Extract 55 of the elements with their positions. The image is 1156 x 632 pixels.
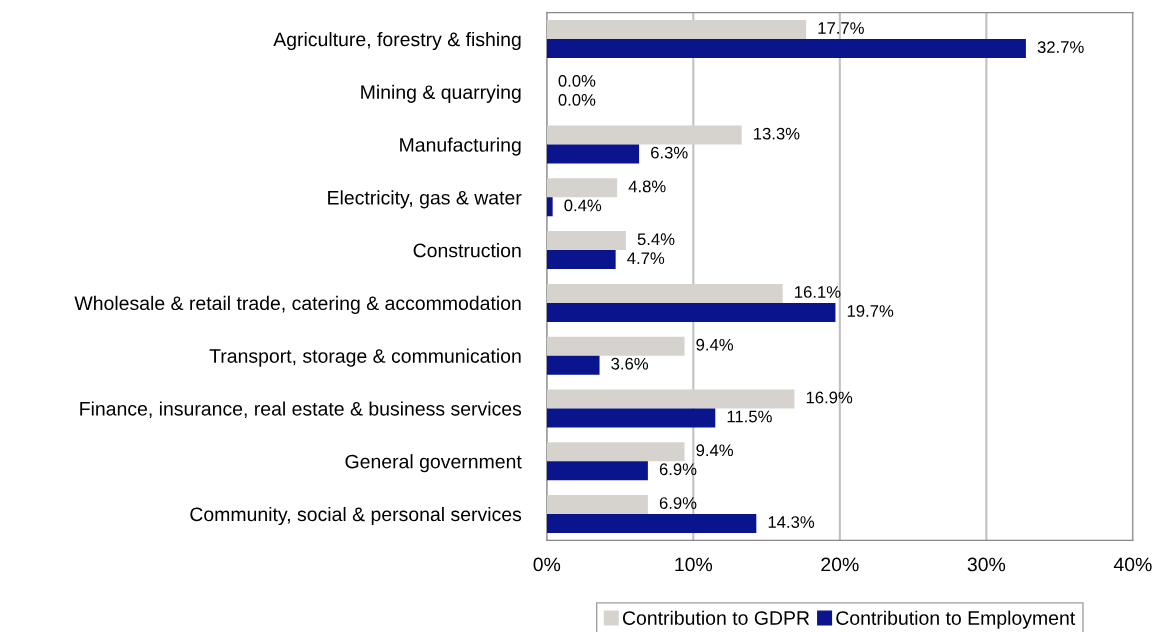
y-tick-label: Transport, storage & communication	[209, 348, 521, 367]
bar	[546, 442, 685, 462]
bar	[546, 408, 716, 428]
data-label: 16.9%	[806, 391, 853, 404]
legend-label: Contribution to Employment	[836, 610, 1076, 629]
data-label: 11.5%	[727, 410, 772, 423]
data-label: 13.3%	[754, 127, 800, 140]
y-tick-label: Finance, insurance, real estate & business services	[80, 401, 522, 418]
y-tick-label: Mining & quarrying	[361, 84, 521, 103]
bar	[546, 461, 648, 481]
data-label: 5.4%	[637, 233, 675, 246]
data-label: 6.9%	[659, 497, 697, 509]
data-label: 0.0%	[558, 93, 596, 106]
data-label: 4.8%	[628, 180, 666, 193]
y-tick-label: Agriculture, forestry & fishing	[273, 31, 521, 51]
bar	[546, 336, 685, 356]
bar	[546, 197, 553, 217]
y-tick-label: Community, social & personal services	[190, 506, 522, 526]
bar	[546, 302, 836, 322]
bar	[546, 144, 640, 164]
bar	[546, 20, 807, 40]
bar	[546, 125, 742, 145]
bar	[546, 250, 616, 270]
x-tick-label: 40%	[1113, 557, 1152, 572]
data-label: 19.7%	[847, 305, 894, 317]
data-label: 32.7%	[1037, 41, 1084, 53]
y-tick-label: General government	[345, 454, 522, 473]
y-tick-label: Construction	[413, 243, 521, 258]
x-tick-label: 10%	[675, 557, 713, 572]
y-tick-label: Wholesale & retail trade, catering & accommodation	[74, 295, 521, 314]
bar	[546, 39, 1026, 59]
y-tick-label: Manufacturing	[400, 137, 521, 156]
data-label: 0.4%	[564, 199, 602, 212]
bar	[546, 513, 757, 533]
y-tick-label: Electricity, gas & water	[328, 190, 522, 209]
bar	[546, 494, 648, 514]
data-label: 3.6%	[611, 357, 649, 370]
data-label: 9.4%	[696, 444, 734, 457]
data-label: 16.1%	[795, 286, 841, 298]
bar	[546, 355, 600, 375]
bar	[546, 283, 783, 303]
data-label: 9.4%	[696, 338, 734, 351]
data-label: 6.3%	[651, 146, 688, 159]
data-label: 4.7%	[627, 252, 665, 265]
x-tick-label: 30%	[967, 557, 1006, 572]
data-label: 14.3%	[768, 516, 815, 528]
x-tick-label: 20%	[821, 557, 859, 572]
legend-label: Contribution to GDPR	[622, 610, 810, 625]
x-tick-label: 0%	[533, 557, 561, 572]
bar	[546, 231, 626, 251]
data-label: 0.0%	[558, 74, 596, 87]
bar	[546, 178, 618, 198]
bar	[546, 389, 795, 409]
data-label: 6.9%	[659, 463, 697, 476]
data-label: 17.7%	[818, 22, 864, 34]
